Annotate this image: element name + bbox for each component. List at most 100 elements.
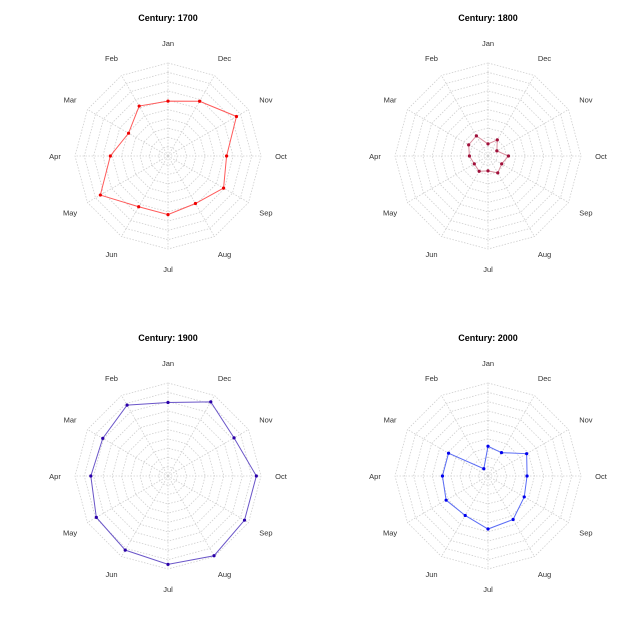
radar-chart-1900: Century: 1900 Jan Feb Mar Apr May Jun Jul Aug Sep…	[0, 320, 320, 640]
axis-label-feb: Feb	[425, 54, 438, 63]
grid-ring	[403, 71, 573, 241]
grid-spoke	[167, 395, 215, 477]
grid-ring	[111, 99, 225, 213]
grid-spoke	[407, 109, 489, 157]
grid-ring	[394, 382, 582, 570]
data-point-may	[98, 193, 102, 197]
data-point-feb	[125, 403, 129, 407]
axis-label-jul: Jul	[163, 585, 173, 594]
radar-chart-1800: Century: 1800 Jan Feb Mar Apr May Jun Jul Aug Sep…	[320, 0, 640, 320]
grid-spoke	[487, 475, 569, 523]
grid-spoke	[167, 155, 215, 237]
data-point-feb	[474, 134, 478, 138]
axis-label-mar: Mar	[384, 416, 397, 425]
grid-spoke	[487, 155, 569, 203]
grid-ring	[394, 62, 582, 250]
axis-label-nov: Nov	[579, 96, 593, 105]
data-point-sep	[522, 495, 526, 499]
axis-label-aug: Aug	[538, 250, 551, 259]
axis-label-jul: Jul	[483, 585, 493, 594]
chart-title: Century: 1800	[458, 13, 518, 23]
data-point-aug	[212, 554, 216, 558]
axis-label-apr: Apr	[369, 152, 381, 161]
axis-label-aug: Aug	[538, 570, 551, 579]
chart-title: Century: 1900	[138, 333, 198, 343]
data-point-nov	[495, 149, 499, 153]
data-point-apr	[89, 474, 93, 478]
grid-spoke	[167, 475, 249, 523]
axis-label-nov: Nov	[259, 96, 273, 105]
data-point-nov	[234, 114, 239, 119]
axis-label-apr: Apr	[49, 472, 61, 481]
axis-label-jan: Jan	[482, 39, 494, 48]
data-point-dec	[209, 400, 213, 404]
chart-title: Century: 2000	[458, 333, 518, 343]
data-point-may	[444, 498, 448, 502]
grid-spoke	[441, 75, 489, 157]
data-point-sep	[242, 518, 247, 522]
data-point-jan	[486, 444, 490, 448]
grid-ring	[93, 81, 243, 231]
axis-label-jun: Jun	[425, 570, 437, 579]
axis-label-aug: Aug	[218, 570, 231, 579]
data-point-may	[472, 162, 476, 166]
data-point-dec	[198, 99, 202, 103]
data-point-aug	[193, 201, 198, 206]
data-point-oct	[506, 154, 511, 158]
axis-label-jul: Jul	[483, 265, 493, 274]
axis-label-sep: Sep	[259, 209, 272, 218]
axis-label-mar: Mar	[384, 96, 397, 105]
radar-svg: Century: 1700 Jan Feb Mar Apr May Jun Jul Aug Sep…	[49, 13, 288, 274]
radar-svg: Century: 1900 Jan Feb Mar Apr May Jun Jul Aug Sep…	[49, 333, 288, 594]
axis-label-oct: Oct	[595, 472, 608, 481]
grid-ring	[83, 71, 253, 241]
grid-spoke	[407, 155, 489, 203]
axis-label-mar: Mar	[64, 96, 77, 105]
grid-ring	[431, 419, 545, 533]
data-point-aug	[511, 517, 515, 522]
data-point-jul	[166, 562, 170, 566]
axis-label-jun: Jun	[105, 250, 117, 259]
data-point-oct	[525, 474, 529, 478]
data-point-jun	[137, 205, 141, 209]
axis-label-dec: Dec	[538, 54, 552, 63]
grid-ring	[74, 62, 262, 250]
axis-label-jan: Jan	[162, 39, 174, 48]
data-point-mar	[446, 451, 451, 455]
data-point-dec	[495, 138, 499, 142]
axis-label-aug: Aug	[218, 250, 231, 259]
radar-svg: Century: 2000 Jan Feb Mar Apr May Jun Jul Aug Sep…	[369, 333, 608, 594]
grid-spoke	[121, 395, 169, 477]
grid-ring	[413, 81, 563, 231]
data-point-nov	[525, 452, 529, 456]
axis-label-jan: Jan	[162, 359, 174, 368]
data-point-dec	[499, 451, 504, 455]
data-point-jan	[166, 99, 170, 103]
grid-spoke	[167, 75, 215, 157]
grid-spoke	[487, 109, 569, 157]
grid-spoke	[487, 75, 535, 157]
chart-title: Century: 1700	[138, 13, 198, 23]
grid-ring	[403, 391, 573, 561]
grid-spoke	[121, 75, 169, 157]
axis-label-may: May	[63, 529, 77, 538]
radar-chart-1700: Century: 1700 Jan Feb Mar Apr May Jun Jul Aug Sep…	[0, 0, 320, 320]
grid-ring	[83, 391, 253, 561]
grid-ring	[431, 99, 545, 213]
data-point-jun	[477, 169, 481, 173]
data-point-oct	[224, 154, 229, 158]
data-point-jun	[463, 513, 467, 518]
axis-label-apr: Apr	[369, 472, 381, 481]
data-series-line	[468, 135, 510, 174]
axis-label-oct: Oct	[595, 152, 608, 161]
data-point-sep	[500, 162, 504, 166]
axis-label-jun: Jun	[425, 250, 437, 259]
axis-label-may: May	[383, 209, 397, 218]
axis-label-feb: Feb	[105, 374, 118, 383]
data-point-mar	[467, 143, 471, 147]
axis-label-oct: Oct	[275, 152, 288, 161]
axis-label-may: May	[383, 529, 397, 538]
data-point-jul	[486, 169, 490, 173]
axis-label-nov: Nov	[579, 416, 593, 425]
grid-spoke	[87, 475, 169, 523]
